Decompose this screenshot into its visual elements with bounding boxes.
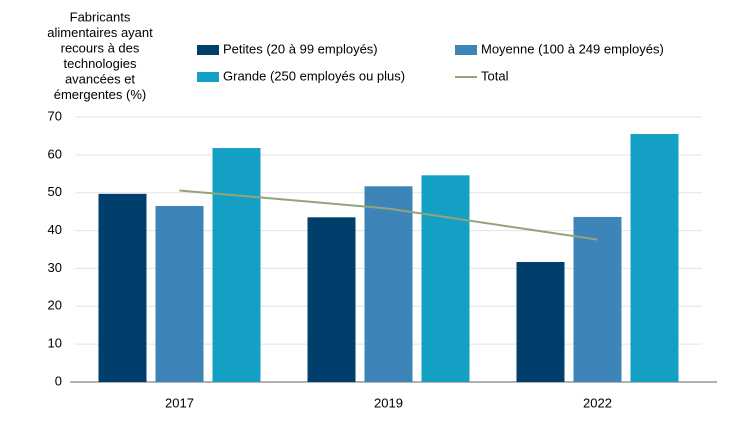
bar [516, 261, 565, 382]
y-tick-label: 50 [48, 184, 62, 199]
legend-label: Petites (20 à 99 employés) [223, 41, 378, 56]
bar [421, 175, 470, 382]
y-axis-title: alimentaires ayant [47, 25, 153, 40]
bar [630, 134, 679, 382]
y-tick-label: 0 [55, 373, 62, 388]
y-tick-label: 40 [48, 222, 62, 237]
x-tick-label: 2019 [374, 395, 403, 410]
x-tick-label: 2022 [583, 395, 612, 410]
y-tick-label: 30 [48, 260, 62, 275]
y-axis-title: recours à des [61, 40, 140, 55]
bar [573, 216, 622, 382]
legend-label: Total [481, 68, 509, 83]
legend-label: Grande (250 employés ou plus) [223, 68, 405, 83]
y-axis-title: avancées et [65, 71, 135, 86]
legend-swatch [197, 45, 219, 55]
legend-label: Moyenne (100 à 249 employés) [481, 41, 664, 56]
y-axis-title: émergentes (%) [54, 87, 146, 102]
bar [307, 217, 356, 382]
y-tick-label: 20 [48, 298, 62, 313]
bar [155, 205, 204, 382]
y-tick-label: 10 [48, 336, 62, 351]
x-tick-label: 2017 [165, 395, 194, 410]
legend-swatch [455, 45, 477, 55]
legend-swatch [197, 72, 219, 82]
bar [98, 193, 147, 382]
y-axis-title: technologies [64, 56, 137, 71]
bar [212, 148, 261, 382]
bar [364, 186, 413, 382]
y-tick-label: 60 [48, 146, 62, 161]
y-axis-title: Fabricants [70, 9, 131, 24]
y-tick-label: 70 [48, 108, 62, 123]
total-line [179, 189, 598, 241]
